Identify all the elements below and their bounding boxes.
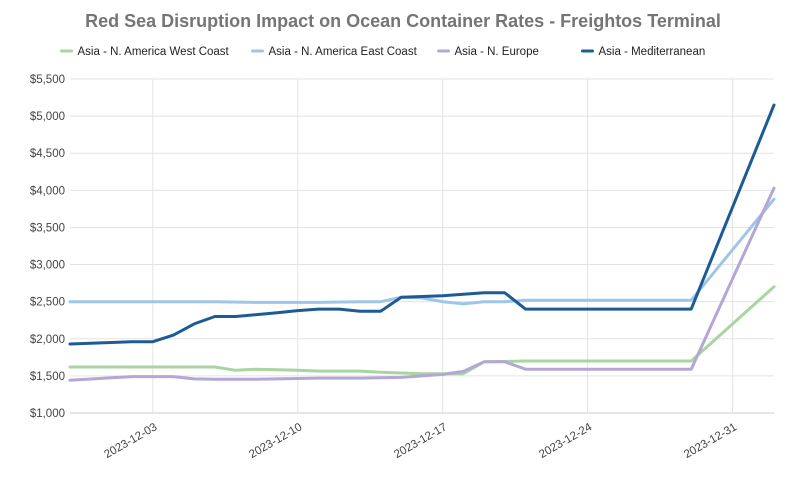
y-tick-label: $2,000 [30, 334, 65, 346]
y-tick-label: $1,500 [30, 371, 65, 383]
x-tick-label: 2023-12-31 [682, 421, 739, 461]
legend-item: Asia - N. America East Coast [251, 46, 418, 58]
y-tick-label: $4,500 [30, 148, 65, 160]
x-tick-label: 2023-12-03 [102, 421, 159, 461]
legend-label: Asia - N. America West Coast [78, 46, 230, 58]
legend-item: Asia - N. America West Coast [60, 46, 230, 58]
series-lines [68, 103, 776, 382]
series-line-4 [68, 103, 776, 346]
chart-title: Red Sea Disruption Impact on Ocean Conta… [85, 11, 721, 31]
x-tick-label: 2023-12-24 [537, 421, 594, 461]
series-line-1 [68, 285, 776, 376]
y-tick-label: $5,500 [30, 74, 65, 86]
chart-legend: Asia - N. America West Coast Asia - N. Am… [60, 46, 706, 58]
y-tick-label: $5,000 [30, 111, 65, 123]
legend-item: Asia - N. Europe [437, 46, 539, 58]
chart-grid [70, 78, 774, 414]
legend-item: Asia - Mediterranean [581, 46, 706, 58]
series-line-2 [68, 197, 776, 306]
y-axis: $1,000 $1,500 $2,000 $2,500 $3,000 $3,500 $4,0… [30, 74, 65, 420]
y-tick-label: $4,000 [30, 185, 65, 197]
y-tick-label: $1,000 [30, 408, 65, 420]
x-tick-label: 2023-12-17 [392, 421, 449, 461]
x-tick-label: 2023-12-10 [247, 421, 304, 461]
legend-label: Asia - N. Europe [455, 46, 539, 58]
legend-label: Asia - Mediterranean [599, 46, 706, 58]
y-tick-label: $3,000 [30, 260, 65, 272]
x-axis: 2023-12-03 2023-12-10 2023-12-17 2023-12-24… [102, 421, 739, 461]
legend-label: Asia - N. America East Coast [269, 46, 418, 58]
y-tick-label: $2,500 [30, 297, 65, 309]
y-tick-label: $3,500 [30, 222, 65, 234]
series-line-3 [68, 186, 776, 382]
